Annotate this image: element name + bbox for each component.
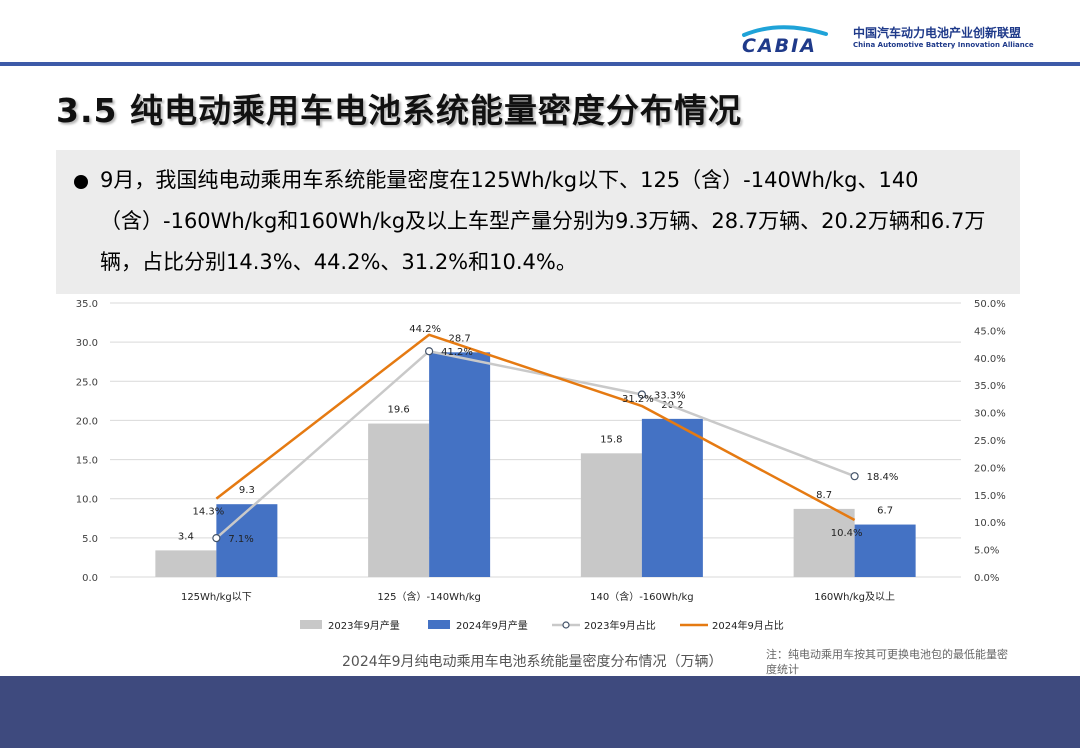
- chart-note: 注：纯电动乘用车按其可更换电池包的最低能量密度统计: [766, 648, 1008, 676]
- header-divider: [0, 62, 1080, 66]
- legend-label: 2024年9月产量: [456, 619, 528, 632]
- bullet-icon: [74, 175, 88, 189]
- y-left-tick-label: 20.0: [76, 416, 98, 427]
- bar-label-2024: 28.7: [448, 333, 470, 344]
- line-2024-share: [215, 333, 856, 522]
- y-right-tick-label: 40.0%: [974, 354, 1006, 365]
- legend-label: 2023年9月占比: [584, 619, 656, 632]
- energy-density-chart: 0.0 5.0 10.0 15.0 20.0 25.0 30.0 35.0 0.0% 5.0% 10…: [76, 299, 1006, 632]
- bar-2023: [155, 550, 217, 577]
- legend-marker: [562, 621, 570, 629]
- line-label-2024: 44.2%: [409, 324, 441, 335]
- line-label-2024: 14.3%: [192, 507, 224, 518]
- line-label-2023: 7.1%: [228, 534, 253, 545]
- y-right-tick-label: 30.0%: [974, 409, 1006, 420]
- bar-2024: [429, 352, 491, 577]
- x-tick-label: 160Wh/kg及以上: [814, 591, 895, 603]
- bar-label-2023: 19.6: [387, 405, 409, 416]
- line-label-2024: 10.4%: [831, 528, 863, 539]
- x-tick-label: 140（含）-160Wh/kg: [590, 590, 694, 603]
- bar-label-2023: 3.4: [178, 531, 194, 542]
- line-label-2024: 31.2%: [622, 394, 654, 405]
- legend-label: 2023年9月产量: [328, 619, 400, 632]
- y-right-tick-label: 45.0%: [974, 326, 1006, 337]
- logo-chinese-name: 中国汽车动力电池产业创新联盟: [853, 26, 1022, 40]
- bar-2024: [854, 524, 916, 577]
- bar-2024: [641, 418, 703, 577]
- legend-swatch: [428, 620, 450, 629]
- y-right-tick-label: 15.0%: [974, 491, 1006, 502]
- page-title: 3.5 纯电动乘用车电池系统能量密度分布情况: [56, 91, 742, 130]
- y-right-tick-label: 10.0%: [974, 518, 1006, 529]
- line-label-2023: 41.2%: [441, 347, 473, 358]
- summary-text: 9月，我国纯电动乘用车系统能量密度在125Wh/kg以下、125（含）-140W…: [100, 168, 986, 274]
- y-left-tick-label: 35.0: [76, 299, 98, 310]
- bar-label-2023: 8.7: [816, 490, 832, 501]
- cabia-logo-icon: CABIA: [742, 25, 828, 54]
- summary-box: 9月，我国纯电动乘用车系统能量密度在125Wh/kg以下、125（含）-140W…: [56, 150, 1020, 294]
- y-right-tick-label: 0.0%: [974, 573, 999, 584]
- y-right-tick-label: 50.0%: [974, 299, 1006, 310]
- logo: CABIA 中国汽车动力电池产业创新联盟 China Automotive Ba…: [740, 20, 1070, 56]
- logo-english-name: China Automotive Battery Innovation Alli…: [853, 41, 1034, 49]
- y-right-tick-label: 5.0%: [974, 546, 999, 557]
- legend-label: 2024年9月占比: [712, 619, 784, 632]
- line-2023-point: [637, 390, 646, 399]
- y-left-tick-label: 0.0: [82, 573, 98, 584]
- footer-bar: [0, 676, 1080, 748]
- y-right-tick-label: 25.0%: [974, 436, 1006, 447]
- x-tick-label: 125Wh/kg以下: [181, 592, 252, 603]
- x-tick-label: 125（含）-140Wh/kg: [377, 590, 481, 603]
- y-right-tick-label: 35.0%: [974, 381, 1006, 392]
- line-2023-point: [850, 472, 859, 481]
- line-2023-share: [215, 349, 856, 540]
- bar-2023: [793, 508, 855, 577]
- bar-label-2024: 9.3: [239, 485, 255, 496]
- bar-2023: [580, 453, 642, 577]
- line-label-2023: 33.3%: [654, 391, 686, 402]
- line-2023-point: [212, 533, 221, 543]
- bar-2024: [216, 504, 278, 577]
- legend-swatch: [300, 620, 322, 629]
- logo-mark-text: CABIA: [742, 35, 817, 54]
- y-left-tick-label: 10.0: [76, 495, 98, 506]
- bar-2023: [368, 423, 430, 577]
- y-left-tick-label: 25.0: [76, 377, 98, 388]
- y-left-tick-label: 5.0: [82, 534, 98, 545]
- bar-label-2023: 15.8: [600, 434, 622, 445]
- line-2023-point: [425, 347, 434, 356]
- line-label-2023: 18.4%: [867, 472, 899, 483]
- y-left-tick-label: 30.0: [76, 338, 98, 349]
- chart-caption: 2024年9月纯电动乘用车电池系统能量密度分布情况（万辆）: [342, 654, 723, 670]
- bar-label-2024: 6.7: [877, 506, 893, 517]
- y-right-tick-label: 20.0%: [974, 463, 1006, 474]
- y-left-tick-label: 15.0: [76, 456, 98, 467]
